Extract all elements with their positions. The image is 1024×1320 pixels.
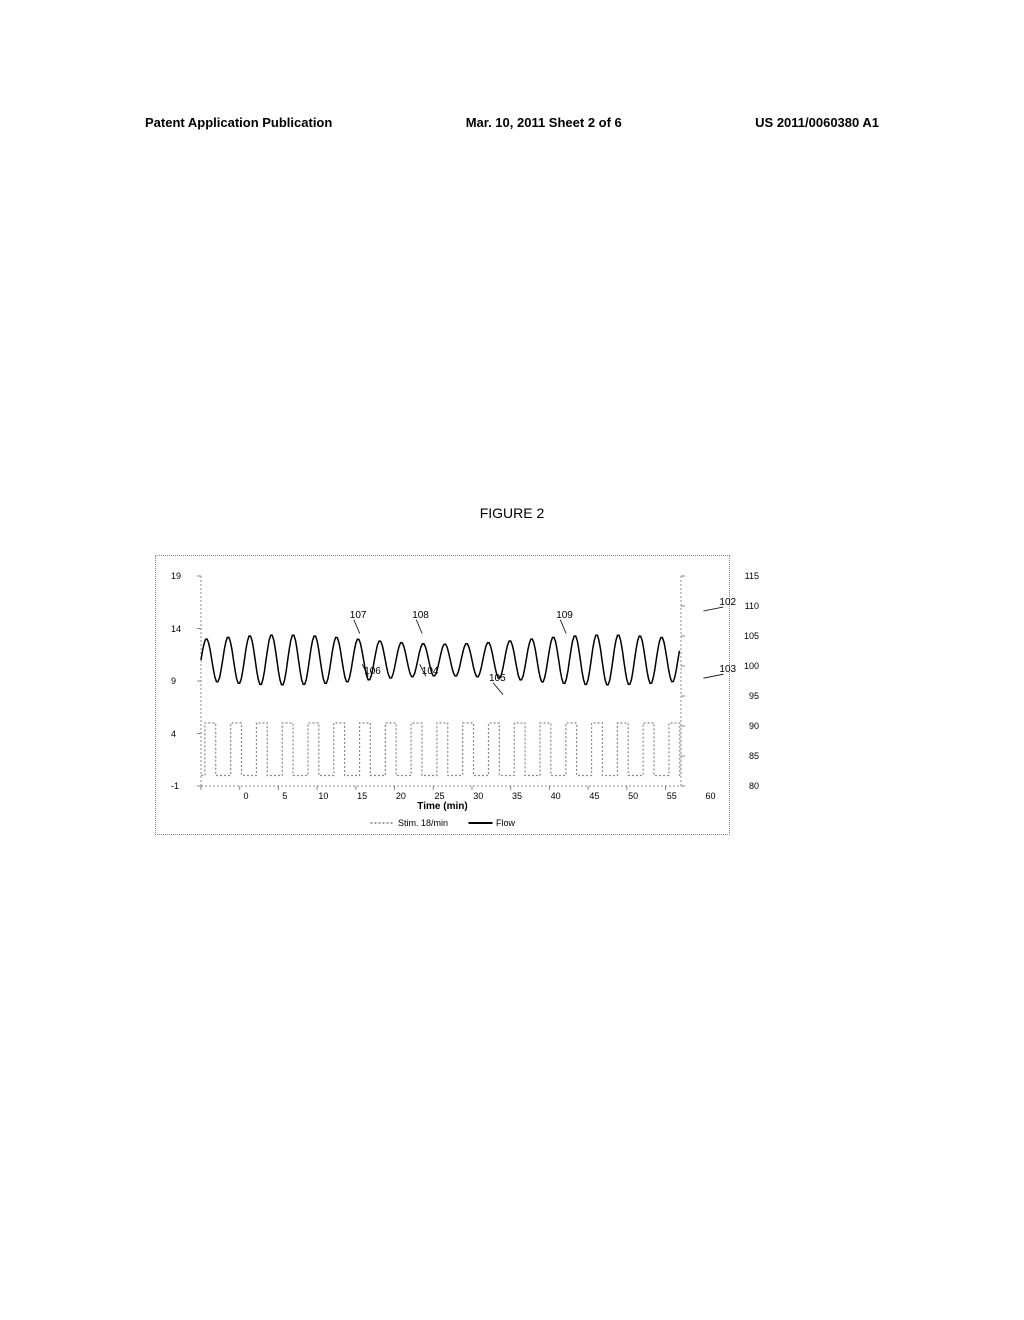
legend-stim: Stim. 18/min <box>370 818 448 828</box>
x-tick: 0 <box>243 791 248 801</box>
x-tick: 25 <box>435 791 445 801</box>
x-tick: 5 <box>282 791 287 801</box>
callout-103: 103 <box>719 664 736 675</box>
legend: Stim. 18/min Flow <box>370 818 515 828</box>
right-tick: 80 <box>749 781 759 791</box>
callout-109: 109 <box>556 610 573 621</box>
right-tick: 100 <box>744 661 759 671</box>
x-tick: 10 <box>318 791 328 801</box>
right-tick: 110 <box>745 601 759 611</box>
right-tick: 90 <box>749 721 759 731</box>
plot-svg <box>201 576 681 786</box>
left-tick: 14 <box>171 624 181 634</box>
flow-line <box>201 635 680 685</box>
callout-105: 105 <box>489 673 506 684</box>
x-tick: 55 <box>667 791 677 801</box>
figure-title: FIGURE 2 <box>480 505 545 521</box>
left-tick: 19 <box>171 571 181 581</box>
x-tick: 35 <box>512 791 522 801</box>
left-tick: 9 <box>171 676 176 686</box>
header-right: US 2011/0060380 A1 <box>755 115 879 130</box>
legend-flow: Flow <box>468 818 515 828</box>
left-tick: -1 <box>171 781 179 791</box>
callout-107: 107 <box>350 610 367 621</box>
x-tick: 45 <box>589 791 599 801</box>
right-tick: 115 <box>745 571 759 581</box>
x-axis-label: Time (min) <box>417 801 467 812</box>
header-center: Mar. 10, 2011 Sheet 2 of 6 <box>466 115 622 130</box>
callout-102: 102 <box>719 597 736 608</box>
plot-area: 0510152025303540455055601071081091061041… <box>201 576 681 786</box>
x-tick: 15 <box>357 791 367 801</box>
right-tick: 85 <box>749 751 759 761</box>
callout-108: 108 <box>412 610 429 621</box>
stim-line <box>201 723 681 776</box>
legend-stim-label: Stim. 18/min <box>398 818 448 828</box>
x-tick: 20 <box>396 791 406 801</box>
legend-flow-label: Flow <box>496 818 515 828</box>
chart-container: 0 5 10 15 20 25 30 35 40 45 50 55 60 107 108 109 106 104 1… <box>155 555 730 835</box>
x-tick: 50 <box>628 791 638 801</box>
x-tick: 60 <box>706 791 716 801</box>
right-tick: 105 <box>744 631 759 641</box>
header-left: Patent Application Publication <box>145 115 332 130</box>
page-header: Patent Application Publication Mar. 10, … <box>145 115 879 130</box>
left-tick: 4 <box>171 729 176 739</box>
callout-106: 106 <box>364 666 381 677</box>
x-tick: 30 <box>473 791 483 801</box>
right-tick: 95 <box>749 691 759 701</box>
callout-104: 104 <box>422 666 439 677</box>
x-tick: 40 <box>551 791 561 801</box>
